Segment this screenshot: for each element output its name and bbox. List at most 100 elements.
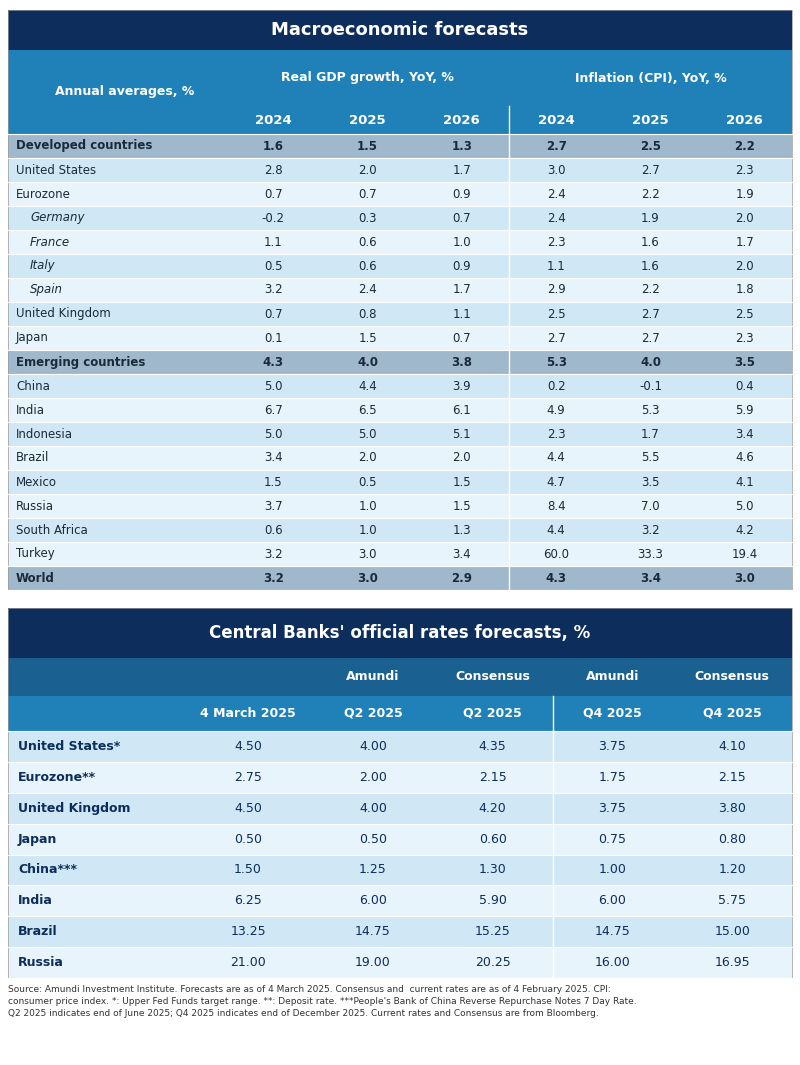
Text: 2.7: 2.7	[546, 140, 566, 152]
Bar	[8, 50, 792, 134]
Bar	[8, 947, 792, 978]
Text: 2.5: 2.5	[735, 308, 754, 321]
Text: 0.75: 0.75	[598, 833, 626, 846]
Text: 1.5: 1.5	[264, 475, 282, 489]
Text: 1.0: 1.0	[358, 524, 377, 537]
Text: 1.3: 1.3	[451, 140, 472, 152]
Bar	[8, 278, 792, 302]
Text: France: France	[30, 235, 70, 248]
Text: United States: United States	[16, 164, 96, 177]
Text: 4.2: 4.2	[735, 524, 754, 537]
Text: 3.2: 3.2	[264, 283, 282, 296]
Text: Eurozone**: Eurozone**	[18, 771, 96, 784]
Text: Real GDP growth, YoY, %: Real GDP growth, YoY, %	[281, 71, 454, 84]
Text: 0.7: 0.7	[264, 308, 282, 321]
Text: 3.4: 3.4	[640, 572, 661, 585]
Text: 3.2: 3.2	[264, 547, 282, 560]
Text: 2025: 2025	[632, 114, 669, 127]
Text: 4.50: 4.50	[234, 802, 262, 815]
Text: 2.2: 2.2	[641, 187, 660, 200]
Text: 16.00: 16.00	[594, 956, 630, 969]
Text: 0.7: 0.7	[453, 331, 471, 344]
Text: 2.7: 2.7	[546, 331, 566, 344]
Bar	[8, 494, 792, 518]
Text: 2.4: 2.4	[546, 187, 566, 200]
Text: 4.0: 4.0	[640, 356, 661, 368]
Text: 6.7: 6.7	[264, 404, 282, 416]
Text: Turkey: Turkey	[16, 547, 54, 560]
Bar	[8, 658, 792, 697]
Text: Russia: Russia	[16, 499, 54, 512]
Text: Q4 2025: Q4 2025	[702, 707, 762, 720]
Text: 2026: 2026	[443, 114, 480, 127]
Text: 1.5: 1.5	[453, 475, 471, 489]
Text: Source: Amundi Investment Institute. Forecasts are as of 4 March 2025. Consensus: Source: Amundi Investment Institute. For…	[8, 985, 637, 1017]
Text: 3.75: 3.75	[598, 740, 626, 753]
Text: 2.2: 2.2	[734, 140, 755, 152]
Text: Q4 2025: Q4 2025	[583, 707, 642, 720]
Text: 1.6: 1.6	[262, 140, 284, 152]
Text: Indonesia: Indonesia	[16, 427, 73, 441]
Text: 0.5: 0.5	[264, 260, 282, 273]
Text: Q2 2025: Q2 2025	[343, 707, 402, 720]
Text: 6.25: 6.25	[234, 895, 262, 907]
Text: 3.0: 3.0	[357, 572, 378, 585]
Text: 2.5: 2.5	[547, 308, 566, 321]
Bar	[8, 518, 792, 542]
Text: China: China	[16, 379, 50, 393]
Text: -0.2: -0.2	[262, 212, 285, 225]
Text: 60.0: 60.0	[543, 547, 569, 560]
Text: 1.1: 1.1	[264, 235, 282, 248]
Text: 1.50: 1.50	[234, 864, 262, 876]
Text: 0.8: 0.8	[358, 308, 377, 321]
Text: 1.7: 1.7	[735, 235, 754, 248]
Text: 1.5: 1.5	[453, 499, 471, 512]
Text: 6.00: 6.00	[359, 895, 387, 907]
Text: 4.6: 4.6	[735, 452, 754, 464]
Text: 2.3: 2.3	[547, 427, 566, 441]
Text: 4.4: 4.4	[358, 379, 377, 393]
Text: Brazil: Brazil	[18, 925, 58, 938]
Text: 0.1: 0.1	[264, 331, 282, 344]
Text: 5.9: 5.9	[735, 404, 754, 416]
Text: Consensus: Consensus	[455, 671, 530, 684]
Text: 5.3: 5.3	[546, 356, 566, 368]
Bar	[8, 885, 792, 916]
Text: 7.0: 7.0	[641, 499, 660, 512]
Bar	[8, 608, 792, 658]
Text: 21.00: 21.00	[230, 956, 266, 969]
Text: 3.9: 3.9	[453, 379, 471, 393]
Text: India: India	[18, 895, 53, 907]
Text: 0.7: 0.7	[264, 187, 282, 200]
Text: 1.5: 1.5	[357, 140, 378, 152]
Text: 0.4: 0.4	[735, 379, 754, 393]
Bar	[8, 10, 792, 590]
Text: Spain: Spain	[30, 283, 63, 296]
Text: 2026: 2026	[726, 114, 763, 127]
Text: Consensus: Consensus	[694, 671, 770, 684]
Text: 2.9: 2.9	[451, 572, 472, 585]
Text: 4.0: 4.0	[357, 356, 378, 368]
Text: 0.3: 0.3	[358, 212, 377, 225]
Text: Amundi: Amundi	[586, 671, 639, 684]
Bar	[8, 10, 792, 50]
Text: 13.25: 13.25	[230, 925, 266, 938]
Text: 1.6: 1.6	[641, 260, 660, 273]
Bar	[8, 731, 792, 761]
Text: 19.00: 19.00	[355, 956, 390, 969]
Text: Eurozone: Eurozone	[16, 187, 71, 200]
Text: 1.75: 1.75	[598, 771, 626, 784]
Text: 4.4: 4.4	[546, 524, 566, 537]
Text: 4.1: 4.1	[735, 475, 754, 489]
Text: 2.15: 2.15	[478, 771, 506, 784]
Text: -0.1: -0.1	[639, 379, 662, 393]
Text: 5.0: 5.0	[264, 379, 282, 393]
Text: 6.00: 6.00	[598, 895, 626, 907]
Text: Emerging countries: Emerging countries	[16, 356, 146, 368]
Text: Central Banks' official rates forecasts, %: Central Banks' official rates forecasts,…	[210, 624, 590, 642]
Text: United States*: United States*	[18, 740, 120, 753]
Text: 2.3: 2.3	[735, 331, 754, 344]
Text: 19.4: 19.4	[732, 547, 758, 560]
Text: 1.0: 1.0	[453, 235, 471, 248]
Text: 2.8: 2.8	[264, 164, 282, 177]
